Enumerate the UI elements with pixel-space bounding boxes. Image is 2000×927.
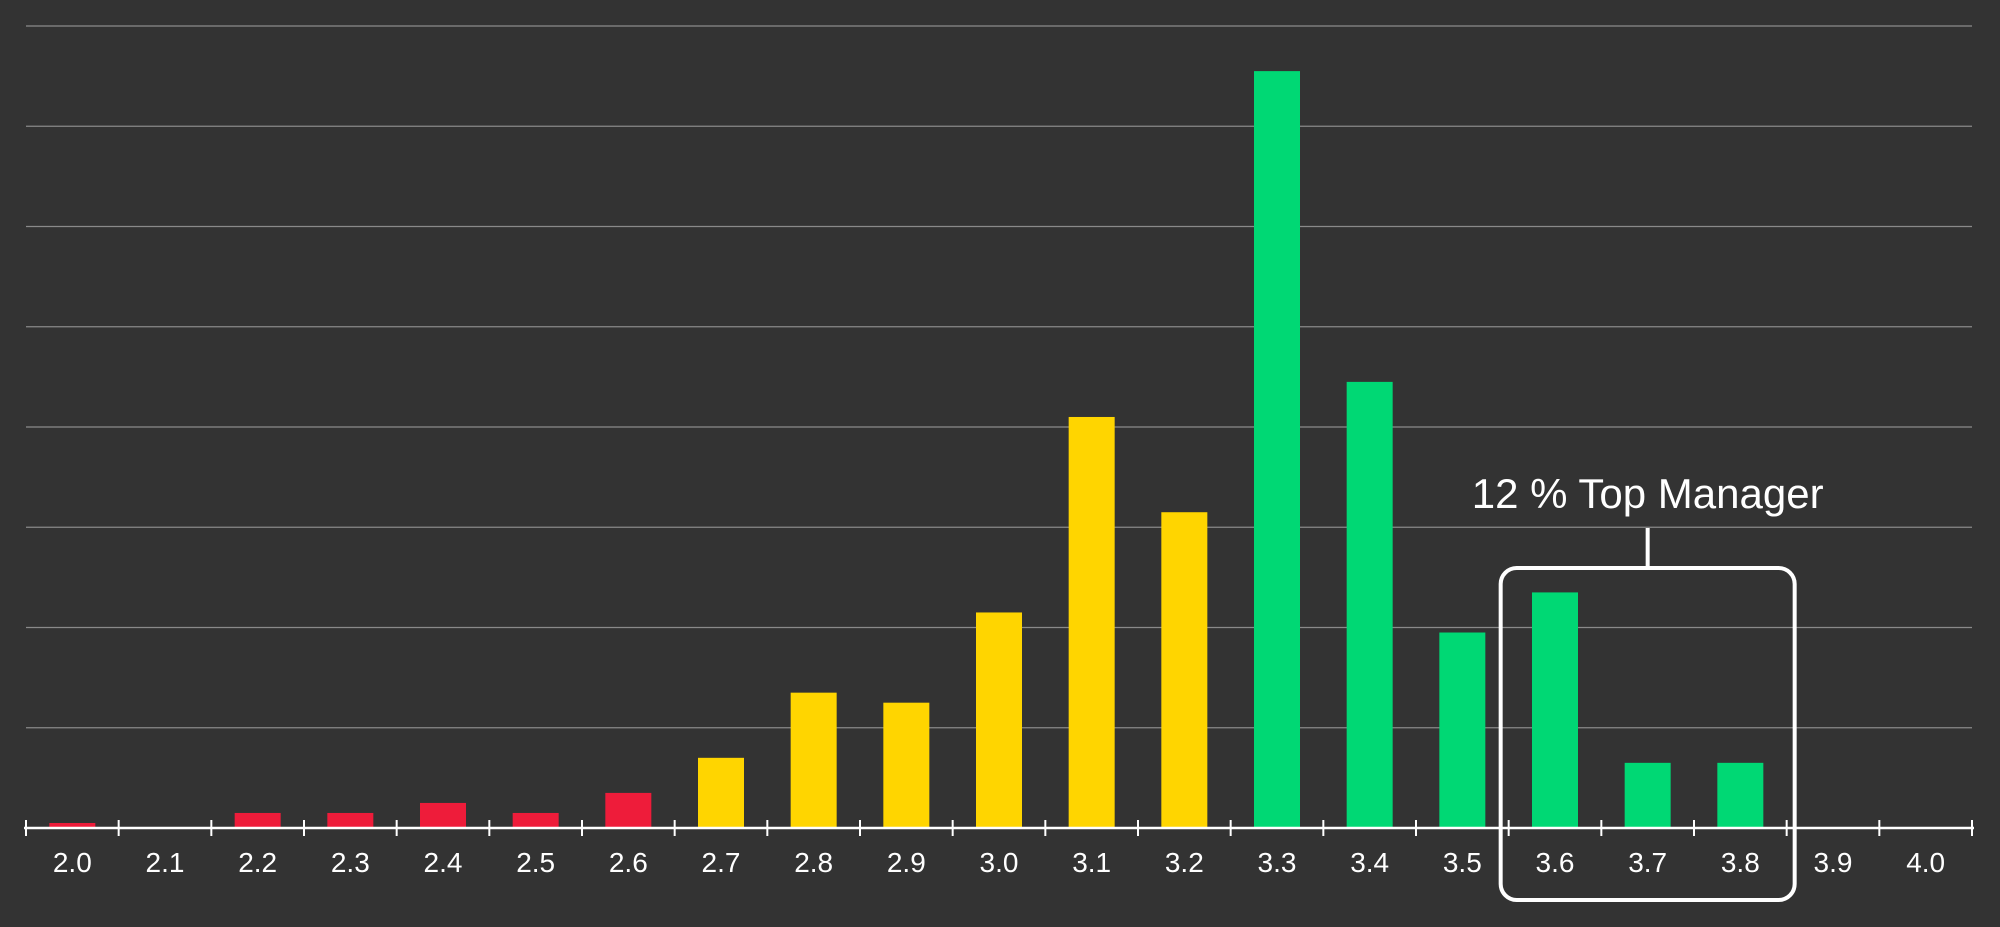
x-tick-label: 3.3 [1258, 847, 1297, 878]
x-tick-label: 2.8 [794, 847, 833, 878]
callout-label: 12 % Top Manager [1472, 470, 1824, 517]
bar-3-0 [976, 612, 1022, 828]
bar-2-2 [234, 812, 281, 828]
x-tick-label: 3.8 [1721, 847, 1760, 878]
x-tick-label: 2.6 [609, 847, 648, 878]
bar-3-3 [1254, 71, 1300, 829]
bar-3-8 [1717, 762, 1764, 828]
x-tick-label: 2.0 [53, 847, 92, 878]
x-tick-label: 3.9 [1814, 847, 1853, 878]
bar-2-8 [790, 692, 837, 828]
x-tick-label: 3.7 [1628, 847, 1667, 878]
bar-2-0 [49, 822, 96, 828]
bar-3-4 [1346, 381, 1393, 828]
x-tick-label: 2.4 [424, 847, 463, 878]
x-tick-label: 2.1 [146, 847, 185, 878]
x-tick-label: 3.6 [1536, 847, 1575, 878]
x-tick-label: 3.4 [1350, 847, 1389, 878]
x-tick-label: 2.3 [331, 847, 370, 878]
x-tick-label: 2.5 [516, 847, 555, 878]
bars [49, 71, 1764, 829]
bar-2-5 [512, 812, 559, 828]
bar-2-9 [883, 702, 930, 828]
top-manager-callout: 12 % Top Manager [1472, 470, 1824, 902]
x-tick-label: 3.1 [1072, 847, 1111, 878]
bar-3-7 [1624, 762, 1671, 828]
bar-2-4 [420, 802, 466, 828]
gridlines [26, 25, 1972, 729]
x-tick-label: 2.9 [887, 847, 926, 878]
x-tick-label: 3.0 [980, 847, 1019, 878]
bar-2-3 [327, 812, 374, 828]
x-tick-label: 3.2 [1165, 847, 1204, 878]
bar-2-7 [698, 757, 744, 828]
x-tick-label: 2.7 [702, 847, 741, 878]
bar-3-2 [1161, 512, 1208, 828]
bar-3-1 [1068, 416, 1115, 828]
x-tick-label: 4.0 [1906, 847, 1945, 878]
bar-2-6 [605, 792, 652, 828]
x-tick-label: 2.2 [238, 847, 277, 878]
x-tick-label: 3.5 [1443, 847, 1482, 878]
bar-3-5 [1439, 632, 1486, 828]
x-axis: 2.0 2.1 2.2 2.3 2.4 2.5 2.6 2.7 2.8 2.9 3.0 3.1 3.2 3… [24, 820, 1974, 878]
bar-3-6 [1532, 592, 1578, 828]
